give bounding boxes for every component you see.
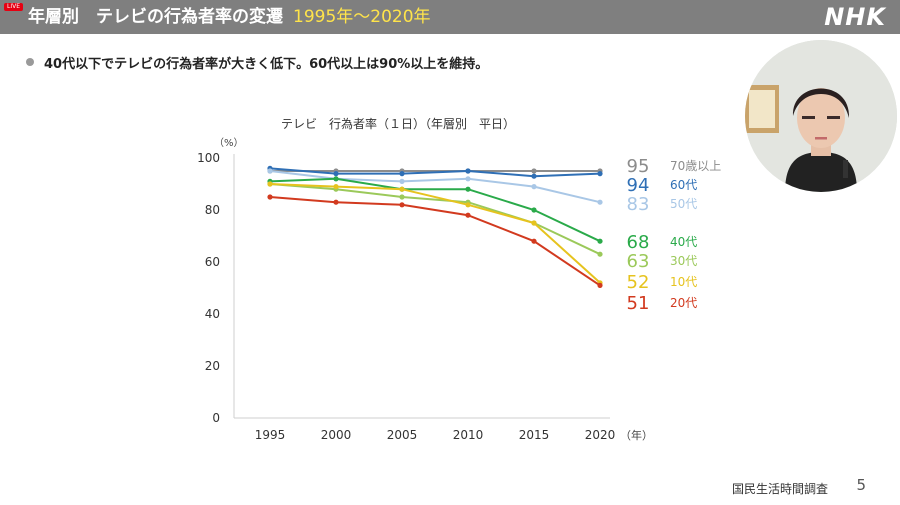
- data-point: [333, 171, 339, 177]
- data-point: [597, 171, 603, 177]
- data-point: [531, 184, 537, 190]
- data-point: [465, 212, 471, 218]
- line-chart: テレビ 行為者率（１日）（年層別 平日） （%） 0 20 40 60 80 100 1995 2…: [190, 110, 750, 450]
- end-value-label: 51: [627, 293, 650, 314]
- data-point: [531, 220, 537, 226]
- data-point: [333, 199, 339, 205]
- x-tick-label: 2000: [321, 428, 352, 442]
- data-point: [399, 171, 405, 177]
- y-tick-label: 60: [205, 255, 220, 269]
- series-label: 30代: [670, 254, 697, 268]
- series-label: 60代: [670, 178, 697, 192]
- end-value-label: 95: [627, 156, 650, 177]
- series-label: 40代: [670, 235, 697, 249]
- page-number: 5: [856, 476, 866, 494]
- y-tick-label: 20: [205, 359, 220, 373]
- live-badge: LIVE: [4, 3, 24, 11]
- data-point: [531, 168, 537, 174]
- source-label: 国民生活時間調査: [731, 482, 828, 496]
- data-point: [267, 181, 273, 187]
- series-line: [269, 170, 601, 204]
- series-line: [269, 183, 601, 284]
- data-point: [267, 168, 273, 174]
- data-point: [597, 238, 603, 244]
- series-line: [269, 183, 601, 256]
- slide-title-text: 年層別 テレビの行為者率の変遷: [28, 7, 283, 27]
- end-value-label: 52: [627, 272, 650, 293]
- x-axis-unit: （年）: [620, 428, 653, 442]
- x-tick-label: 2010: [453, 428, 484, 442]
- series-line: [269, 196, 601, 287]
- data-point: [399, 178, 405, 184]
- end-value-label: 63: [627, 251, 650, 272]
- x-tick-label: 2020: [585, 428, 616, 442]
- x-tick-label: 1995: [255, 428, 286, 442]
- x-tick-label: 2005: [387, 428, 418, 442]
- slide-title-years: 1995年～2020年: [293, 7, 431, 27]
- y-axis-unit: （%）: [214, 137, 244, 149]
- series-line: [269, 167, 601, 178]
- series-label: 10代: [670, 275, 697, 289]
- data-point: [531, 173, 537, 179]
- x-tick-label: 2015: [519, 428, 550, 442]
- series-label: 20代: [670, 296, 697, 310]
- line-chart-svg: テレビ 行為者率（１日）（年層別 平日） （%） 0 20 40 60 80 100 1995 2…: [197, 116, 721, 442]
- series-label: 70歳以上: [670, 159, 721, 173]
- bullet-text: 40代以下でテレビの行為者率が大きく低下。60代以上は90%以上を維持。: [44, 56, 489, 72]
- chart-title: テレビ 行為者率（１日）（年層別 平日）: [281, 116, 515, 131]
- bullet-dot-icon: [26, 58, 34, 66]
- data-point: [597, 282, 603, 288]
- data-point: [267, 194, 273, 200]
- series-line: [269, 177, 601, 243]
- data-point: [333, 176, 339, 182]
- slide-header: LIVE 年層別 テレビの行為者率の変遷 1995年～2020年 NHK: [0, 0, 900, 34]
- data-point: [465, 176, 471, 182]
- data-point: [333, 184, 339, 190]
- data-point: [531, 238, 537, 244]
- y-tick-label: 0: [212, 411, 220, 425]
- data-point: [399, 186, 405, 192]
- end-value-label: 68: [627, 232, 650, 253]
- nhk-logo: NHK: [824, 3, 886, 31]
- y-tick-label: 40: [205, 307, 220, 321]
- presenter-video: [745, 40, 897, 192]
- data-point: [465, 202, 471, 208]
- presenter-image: [745, 40, 897, 192]
- data-point: [597, 251, 603, 257]
- series-label: 50代: [670, 197, 697, 211]
- y-tick-label: 100: [197, 151, 220, 165]
- data-point: [465, 168, 471, 174]
- data-point: [399, 194, 405, 200]
- data-point: [465, 186, 471, 192]
- end-value-label: 83: [627, 194, 650, 215]
- data-point: [399, 202, 405, 208]
- data-point: [531, 207, 537, 213]
- data-point: [597, 199, 603, 205]
- y-tick-label: 80: [205, 203, 220, 217]
- slide-title: 年層別 テレビの行為者率の変遷 1995年～2020年: [28, 6, 431, 28]
- bullet-point: 40代以下でテレビの行為者率が大きく低下。60代以上は90%以上を維持。: [26, 52, 488, 72]
- end-value-label: 94: [627, 175, 650, 196]
